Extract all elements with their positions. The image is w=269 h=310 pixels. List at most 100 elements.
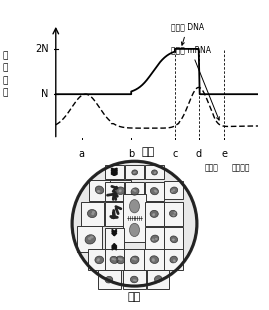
- Ellipse shape: [150, 256, 159, 264]
- Ellipse shape: [107, 279, 109, 281]
- Ellipse shape: [111, 258, 114, 260]
- Bar: [164, 181, 183, 199]
- Ellipse shape: [170, 236, 178, 243]
- Ellipse shape: [95, 256, 104, 264]
- Ellipse shape: [154, 276, 162, 282]
- Text: 相
对
含
量: 相 对 含 量: [3, 51, 8, 98]
- Text: 2N: 2N: [35, 44, 49, 54]
- Ellipse shape: [91, 213, 94, 215]
- Ellipse shape: [85, 235, 95, 244]
- Ellipse shape: [92, 211, 95, 213]
- Ellipse shape: [154, 172, 156, 174]
- Ellipse shape: [172, 239, 175, 241]
- Bar: [145, 202, 164, 226]
- Ellipse shape: [97, 259, 100, 262]
- Ellipse shape: [131, 188, 139, 195]
- Ellipse shape: [132, 170, 138, 175]
- Bar: [123, 194, 146, 242]
- Ellipse shape: [134, 258, 137, 260]
- Ellipse shape: [158, 279, 160, 281]
- Ellipse shape: [133, 279, 135, 281]
- Ellipse shape: [173, 259, 175, 261]
- Text: d: d: [196, 149, 202, 159]
- Text: 细胞周期: 细胞周期: [232, 163, 251, 172]
- Ellipse shape: [174, 212, 176, 214]
- Ellipse shape: [90, 236, 94, 238]
- Ellipse shape: [151, 170, 157, 175]
- Ellipse shape: [95, 186, 104, 194]
- Ellipse shape: [97, 190, 100, 193]
- Bar: [88, 250, 111, 270]
- Bar: [124, 250, 145, 270]
- Ellipse shape: [172, 239, 174, 241]
- Bar: [164, 202, 183, 226]
- Ellipse shape: [155, 191, 157, 193]
- Bar: [147, 270, 169, 289]
- Ellipse shape: [129, 200, 140, 213]
- Ellipse shape: [153, 213, 155, 215]
- Ellipse shape: [129, 223, 140, 237]
- Bar: [145, 227, 164, 251]
- Bar: [105, 228, 124, 252]
- Ellipse shape: [152, 238, 154, 241]
- Ellipse shape: [151, 235, 159, 242]
- Bar: [98, 270, 121, 289]
- Text: 细胞质 mRNA: 细胞质 mRNA: [171, 46, 219, 120]
- Ellipse shape: [120, 258, 123, 261]
- Ellipse shape: [110, 256, 118, 264]
- Ellipse shape: [88, 237, 91, 240]
- Ellipse shape: [97, 190, 100, 193]
- Ellipse shape: [114, 259, 116, 261]
- Text: 分裂间期: 分裂间期: [118, 163, 138, 172]
- Text: c: c: [172, 149, 178, 159]
- Ellipse shape: [134, 190, 137, 192]
- Bar: [105, 202, 124, 226]
- Ellipse shape: [133, 172, 135, 174]
- Text: 细胞核 DNA: 细胞核 DNA: [171, 23, 204, 45]
- Ellipse shape: [154, 171, 156, 173]
- Ellipse shape: [155, 238, 158, 240]
- Text: 图乙: 图乙: [128, 292, 141, 302]
- Bar: [89, 180, 110, 201]
- Text: a: a: [79, 149, 84, 159]
- Bar: [110, 250, 131, 270]
- Text: 图甲: 图甲: [141, 147, 155, 157]
- Text: b: b: [128, 149, 134, 159]
- Bar: [105, 165, 124, 179]
- Ellipse shape: [134, 279, 137, 281]
- Ellipse shape: [130, 256, 139, 264]
- Bar: [145, 165, 164, 179]
- Text: 分裂期: 分裂期: [205, 163, 218, 172]
- Bar: [164, 250, 183, 270]
- Ellipse shape: [169, 210, 177, 217]
- Text: N: N: [41, 89, 49, 99]
- Ellipse shape: [150, 210, 158, 217]
- Ellipse shape: [97, 258, 100, 260]
- Ellipse shape: [119, 189, 122, 192]
- Ellipse shape: [173, 189, 175, 191]
- Bar: [105, 250, 124, 270]
- Bar: [123, 270, 146, 289]
- Ellipse shape: [150, 188, 158, 195]
- Ellipse shape: [107, 279, 109, 281]
- Ellipse shape: [171, 190, 174, 193]
- Ellipse shape: [118, 258, 121, 260]
- Ellipse shape: [173, 260, 176, 262]
- Ellipse shape: [130, 276, 138, 283]
- Bar: [144, 250, 165, 270]
- Bar: [125, 165, 144, 179]
- Ellipse shape: [132, 189, 135, 191]
- Ellipse shape: [116, 256, 125, 264]
- Ellipse shape: [152, 259, 155, 262]
- Ellipse shape: [152, 258, 155, 260]
- Ellipse shape: [152, 214, 155, 216]
- Ellipse shape: [170, 187, 178, 194]
- Ellipse shape: [116, 187, 125, 195]
- Ellipse shape: [118, 190, 121, 193]
- Ellipse shape: [156, 279, 159, 281]
- Bar: [164, 227, 183, 251]
- Bar: [145, 182, 164, 202]
- Bar: [125, 182, 144, 202]
- Ellipse shape: [172, 214, 175, 216]
- Ellipse shape: [134, 171, 136, 173]
